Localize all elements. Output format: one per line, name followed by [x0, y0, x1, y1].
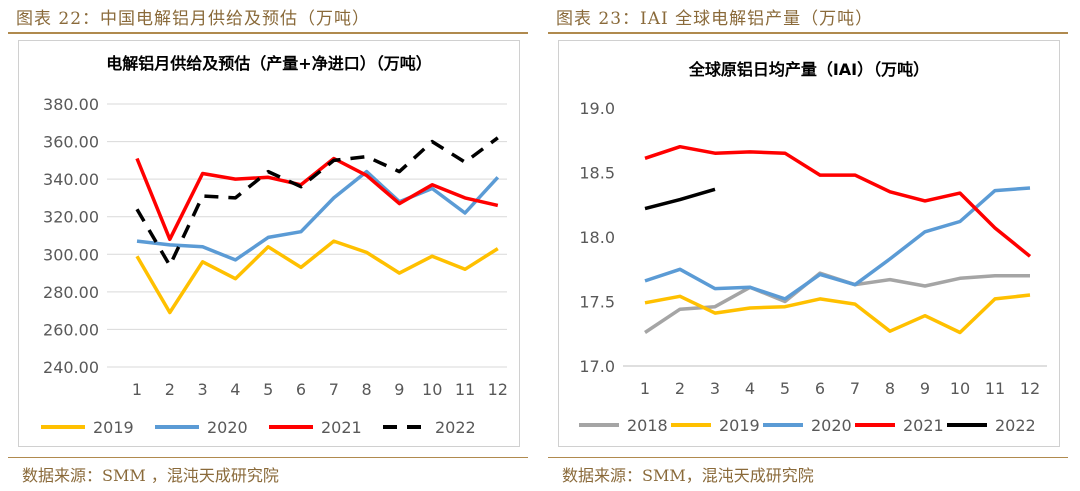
x-tick-label: 7 — [329, 380, 339, 399]
source-note: 数据来源：SMM，混沌天成研究院 — [562, 466, 814, 485]
y-tick-label: 260.00 — [43, 320, 99, 339]
top-rule — [8, 32, 528, 34]
y-tick-label: 18.0 — [579, 228, 615, 247]
legend-label-2018: 2018 — [627, 416, 668, 435]
figure-title: 图表 22：中国电解铝月供给及预估（万吨） — [16, 9, 371, 29]
legend-label-2019: 2019 — [93, 418, 134, 437]
x-tick-label: 2 — [675, 379, 685, 398]
x-tick-label: 9 — [920, 379, 930, 398]
x-tick-label: 6 — [815, 379, 825, 398]
y-tick-label: 380.00 — [43, 95, 99, 114]
top-rule — [548, 32, 1068, 34]
legend-label-2022: 2022 — [995, 416, 1036, 435]
x-tick-label: 7 — [850, 379, 860, 398]
series-line-2019 — [644, 293, 1031, 335]
y-tick-label: 17.5 — [579, 293, 615, 312]
x-tick-label: 12 — [1020, 379, 1040, 398]
bottom-rule — [8, 457, 528, 458]
x-tick-label: 3 — [198, 380, 208, 399]
series-line-2022 — [135, 136, 499, 268]
x-tick-label: 6 — [296, 380, 306, 399]
y-tick-label: 300.00 — [43, 245, 99, 264]
x-tick-label: 3 — [710, 379, 720, 398]
series-line-2022 — [644, 187, 716, 211]
x-tick-label: 8 — [362, 380, 372, 399]
y-tick-label: 19.0 — [579, 99, 615, 118]
series-line-2020 — [644, 186, 1031, 301]
left-panel: 图表 22：中国电解铝月供给及预估（万吨） 电解铝月供给及预估（产量+净进口）（… — [8, 0, 528, 491]
right-panel: 图表 23：IAI 全球电解铝产量（万吨） 全球原铝日均产量（IAI）（万吨） 1… — [548, 0, 1068, 491]
chart-box-global: 全球原铝日均产量（IAI）（万吨） 19.0 18.5 18.0 17.5 17.0 1 2 3… — [558, 40, 1060, 447]
bottom-rule — [548, 457, 1068, 458]
y-tick-label: 320.00 — [43, 208, 99, 227]
y-tick-label: 18.5 — [579, 164, 615, 183]
y-tick-label: 360.00 — [43, 133, 99, 152]
x-tick-label: 9 — [394, 380, 404, 399]
chart-box-supply: 电解铝月供给及预估（产量+净进口）（万吨） 380.00 360.00 340.00 3… — [18, 40, 520, 447]
legend-label-2020: 2020 — [207, 418, 248, 437]
x-tick-label: 2 — [165, 380, 175, 399]
chart-global: 全球原铝日均产量（IAI）（万吨）19.018.518.017.517.01 2 3… — [579, 60, 1047, 435]
chart-title: 电解铝月供给及预估（产量+净进口）（万吨） — [106, 54, 431, 73]
series-line-2021 — [644, 144, 1032, 258]
chart-supply: 电解铝月供给及预估（产量+净进口）（万吨） 380.00 360.00 340.00 3… — [41, 54, 508, 437]
x-tick-label: 10 — [422, 380, 442, 399]
legend-label-2021: 2021 — [903, 416, 944, 435]
x-tick-label: 5 — [780, 379, 790, 398]
y-tick-label: 17.0 — [579, 357, 615, 376]
x-tick-label: 1 — [132, 380, 142, 399]
x-tick-label: 12 — [488, 380, 508, 399]
figure-title: 图表 23：IAI 全球电解铝产量（万吨） — [556, 9, 874, 29]
legend-label-2022: 2022 — [435, 418, 476, 437]
x-tick-label: 11 — [985, 379, 1005, 398]
series-line-2019 — [135, 239, 499, 315]
legend-label-2021: 2021 — [321, 418, 362, 437]
legend-label-2019: 2019 — [719, 416, 760, 435]
series-line-2020 — [136, 169, 500, 262]
chart-title: 全球原铝日均产量（IAI）（万吨） — [688, 60, 929, 79]
x-tick-label: 4 — [230, 380, 240, 399]
legend-label-2020: 2020 — [811, 416, 852, 435]
x-tick-label: 1 — [640, 379, 650, 398]
y-tick-label: 280.00 — [43, 283, 99, 302]
y-tick-label: 340.00 — [43, 170, 99, 189]
source-note: 数据来源：SMM ，混沌天成研究院 — [22, 466, 279, 485]
y-tick-label: 240.00 — [43, 358, 99, 377]
x-tick-label: 5 — [263, 380, 273, 399]
x-tick-label: 11 — [455, 380, 475, 399]
x-tick-label: 8 — [885, 379, 895, 398]
x-tick-label: 4 — [745, 379, 755, 398]
x-tick-label: 10 — [950, 379, 970, 398]
